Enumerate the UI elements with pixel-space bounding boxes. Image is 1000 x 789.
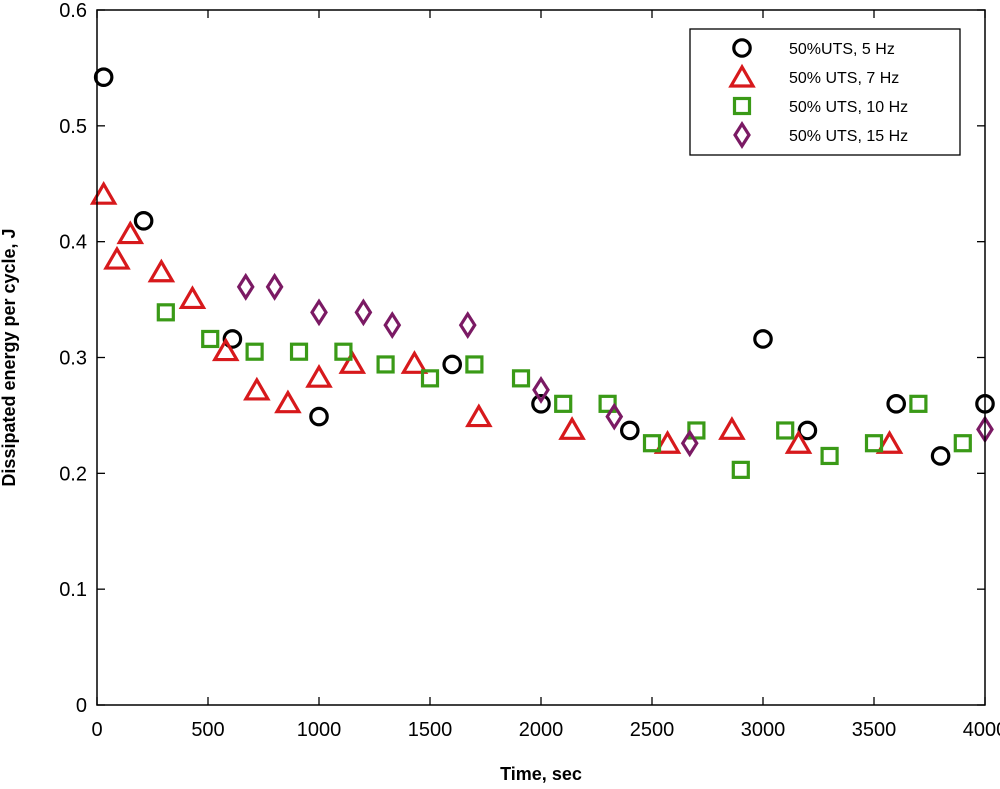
square-point	[245, 342, 264, 361]
legend-entry-label: 50%UTS, 5 Hz	[789, 41, 895, 58]
x-tick-label: 2500	[630, 719, 675, 741]
x-axis-label: Time, sec	[500, 764, 582, 784]
diamond-point	[354, 298, 373, 327]
square-point	[511, 369, 531, 388]
circle-point	[442, 354, 462, 375]
square-point	[201, 329, 220, 349]
diamond-point	[236, 272, 255, 301]
square-point	[376, 355, 395, 374]
triangle-point	[103, 245, 131, 270]
triangle-point	[116, 220, 145, 245]
x-tick-label: 3500	[852, 719, 897, 741]
circle-point	[797, 420, 818, 441]
y-tick-label: 0	[76, 695, 87, 717]
legend-entry-label: 50% UTS, 7 Hz	[789, 70, 899, 87]
square-point	[465, 355, 484, 374]
legend-entry-label: 50% UTS, 10 Hz	[789, 99, 908, 116]
diamond-point	[532, 375, 550, 404]
circle-point	[222, 329, 243, 349]
circle-point	[133, 211, 154, 231]
square-point	[864, 434, 884, 453]
diamond-point	[310, 298, 328, 327]
legend-triangle-icon	[728, 63, 756, 88]
circle-point	[309, 406, 329, 427]
y-tick-label: 0.1	[59, 579, 87, 601]
triangle-point	[305, 363, 333, 388]
y-tick-label: 0.5	[59, 116, 87, 138]
triangle-point	[89, 180, 118, 205]
circle-point	[619, 420, 640, 441]
square-point	[420, 369, 440, 388]
square-point	[953, 434, 972, 453]
data-marks	[89, 67, 995, 479]
diamond-point	[383, 311, 402, 340]
triangle-point	[178, 285, 207, 310]
triangle-point	[243, 376, 271, 401]
x-tick-label: 0	[91, 719, 102, 741]
square-point	[642, 434, 662, 453]
triangle-point	[338, 350, 367, 374]
circle-point	[930, 446, 951, 466]
triangle-point	[274, 389, 302, 414]
square-point	[554, 394, 573, 413]
x-tick-label: 500	[191, 719, 224, 741]
y-tick-label: 0.4	[59, 232, 87, 254]
triangle-point	[784, 430, 813, 454]
square-point	[820, 446, 839, 466]
square-point	[776, 421, 795, 440]
y-axis-label: Dissipated energy per cycle, J	[0, 228, 19, 486]
square-point	[156, 303, 175, 322]
square-point	[909, 394, 928, 413]
legend-circle-icon	[732, 38, 752, 58]
square-point	[598, 394, 617, 413]
x-tick-label: 1000	[297, 719, 342, 741]
square-point	[687, 421, 706, 440]
triangle-point	[465, 403, 493, 428]
legend-entry-label: 50% UTS, 15 Hz	[789, 128, 908, 145]
y-tick-label: 0.6	[59, 0, 87, 22]
triangle-point	[147, 258, 176, 283]
x-tick-label: 2000	[519, 719, 564, 741]
y-tick-label: 0.2	[59, 463, 87, 485]
legend: 50%UTS, 5 Hz 50% UTS, 7 Hz 50% UTS, 10 Hz 5…	[689, 28, 961, 156]
square-point	[289, 342, 309, 361]
square-point	[731, 460, 750, 479]
triangle-point	[558, 416, 586, 440]
circle-point	[886, 394, 906, 414]
legend-square-icon	[732, 96, 752, 116]
triangle-point	[400, 350, 429, 374]
triangle-point	[718, 416, 746, 440]
legend-diamond-icon	[733, 121, 751, 149]
x-tick-label: 1500	[408, 719, 453, 741]
x-tick-label: 3000	[741, 719, 786, 741]
diamond-point	[458, 311, 477, 340]
triangle-point	[211, 337, 240, 362]
circle-point	[531, 394, 551, 414]
square-point	[334, 342, 353, 361]
diamond-point	[605, 402, 624, 431]
y-tick-label: 0.3	[59, 348, 87, 370]
circle-point	[753, 329, 773, 349]
diamond-point	[680, 429, 699, 458]
diamond-point	[265, 272, 284, 301]
circle-point	[93, 67, 114, 87]
triangle-point	[653, 430, 682, 454]
triangle-point	[875, 430, 904, 454]
